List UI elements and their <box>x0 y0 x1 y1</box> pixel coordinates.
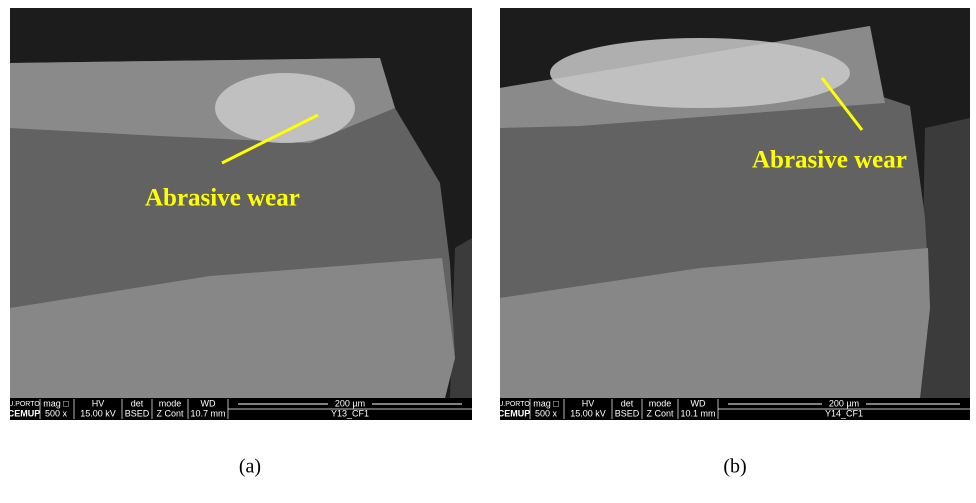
info-header: WD <box>201 398 216 408</box>
panel-label: (b) <box>723 456 746 478</box>
panel-label: (a) <box>239 456 261 478</box>
info-value: 10.7 mm <box>190 408 225 418</box>
info-header: HV <box>92 398 105 408</box>
info-header: mode <box>159 398 182 408</box>
info-header: det <box>131 398 144 408</box>
info-header: mode <box>649 398 672 408</box>
sample-id: Y13_CF1 <box>331 408 369 418</box>
info-value: 500 x <box>535 408 558 418</box>
logo: U.PORTO <box>8 401 40 408</box>
info-value: BSED <box>615 408 640 418</box>
page: Abrasive wearU.PORTOCEMUPmag □500 xHV15.… <box>0 0 976 503</box>
institution: CEMUP <box>8 408 41 418</box>
info-header: mag □ <box>533 398 559 408</box>
info-value: 10.1 mm <box>680 408 715 418</box>
info-header: det <box>621 398 634 408</box>
info-value: 500 x <box>45 408 68 418</box>
info-value: BSED <box>125 408 150 418</box>
info-header: mag □ <box>43 398 69 408</box>
info-value: 15.00 kV <box>570 408 606 418</box>
info-header: WD <box>691 398 706 408</box>
institution: CEMUP <box>498 408 531 418</box>
scale-label: 200 µm <box>829 398 859 408</box>
logo: U.PORTO <box>498 401 530 408</box>
annotation: Abrasive wear <box>145 185 300 212</box>
scale-label: 200 µm <box>335 398 365 408</box>
worn-area <box>550 38 850 108</box>
annotation: Abrasive wear <box>752 147 907 174</box>
info-value: Z Cont <box>156 408 184 418</box>
figure: Abrasive wearU.PORTOCEMUPmag □500 xHV15.… <box>0 0 976 503</box>
sample-id: Y14_CF1 <box>825 408 863 418</box>
info-value: Z Cont <box>646 408 674 418</box>
info-value: 15.00 kV <box>80 408 116 418</box>
info-header: HV <box>582 398 595 408</box>
